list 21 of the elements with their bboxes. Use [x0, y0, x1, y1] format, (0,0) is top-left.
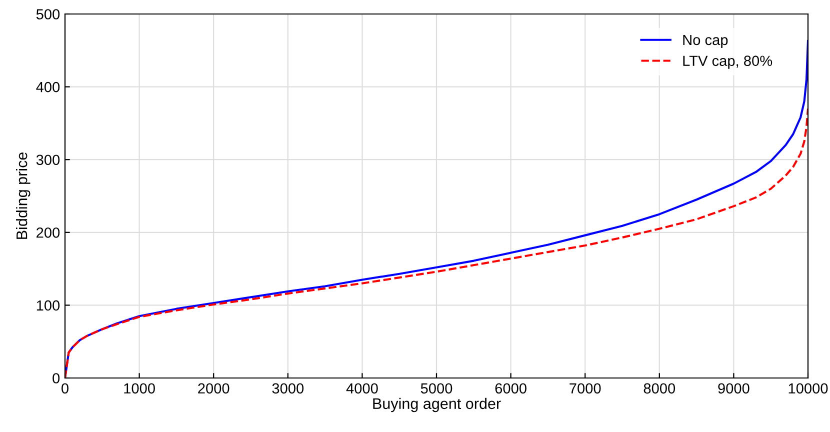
x-tick-label: 4000 — [346, 383, 378, 394]
y-axis-title: Bidding price — [16, 152, 30, 239]
y-tick-label: 400 — [36, 82, 60, 92]
x-tick-label: 1000 — [124, 383, 155, 394]
x-tick-label: 7000 — [570, 383, 601, 394]
legend-label: LTV cap, 80% — [683, 56, 772, 69]
legend-label: No cap — [683, 34, 728, 48]
y-tick-label: 100 — [36, 300, 60, 311]
x-tick-label: 3000 — [272, 383, 304, 394]
y-tick-label: 300 — [36, 154, 60, 166]
y-tick-label: 500 — [36, 9, 60, 20]
x-tick-label: 0 — [62, 383, 68, 394]
x-tick-label: 10000 — [788, 383, 828, 394]
x-axis-title: Buying agent order — [373, 398, 501, 412]
y-tick-label: 200 — [36, 228, 60, 238]
x-tick-label: 9000 — [718, 383, 750, 394]
x-tick-label: 6000 — [495, 383, 526, 394]
x-tick-label: 5000 — [420, 383, 452, 394]
x-tick-label: 2000 — [198, 383, 230, 394]
x-tick-label: 8000 — [644, 383, 676, 394]
y-tick-label: 0 — [52, 373, 60, 384]
